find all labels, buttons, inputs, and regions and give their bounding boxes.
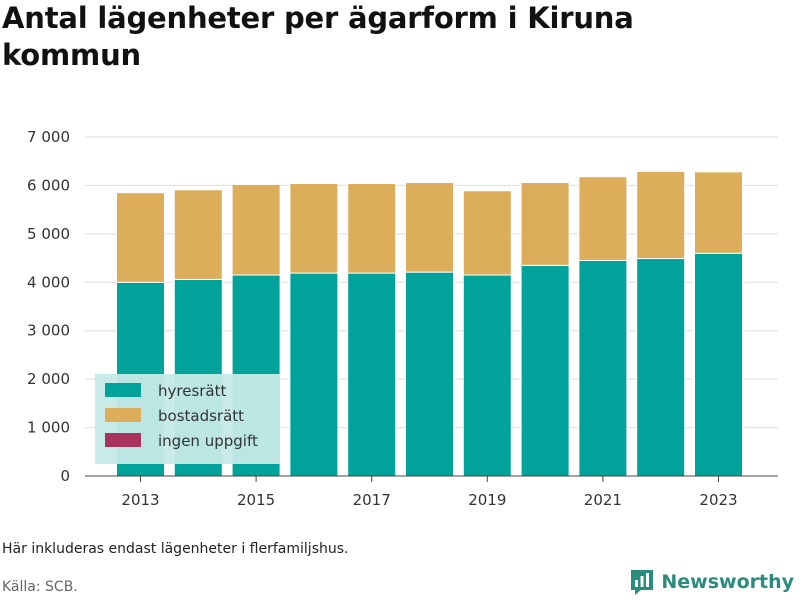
bar-hyresrätt-2017: [347, 272, 397, 477]
bar-bostadsrätt-2023: [694, 171, 743, 254]
legend-label: ingen uppgift: [158, 432, 258, 450]
source-text: Källa: SCB.: [2, 579, 78, 595]
x-tick-label: 2021: [584, 491, 622, 509]
legend-label: hyresrätt: [158, 382, 227, 400]
y-tick-label: 1 000: [27, 419, 70, 437]
bar-bostadsrätt-2015: [231, 183, 281, 276]
y-tick-label: 4 000: [27, 273, 70, 291]
bar-bostadsrätt-2021: [578, 176, 628, 261]
stacked-bar-chart: 0 1 000 2 000 3 000 4 000 5 000 6 000 7 000 201…: [27, 128, 778, 509]
brand-logo[interactable]: Newsworthy: [629, 568, 794, 596]
y-tick-label: 3 000: [27, 322, 70, 340]
x-tick-label: 2017: [353, 491, 391, 509]
legend-swatch-ingen-uppgift: [105, 433, 141, 447]
bar-hyresrätt-2016: [289, 272, 339, 477]
y-tick-label: 6 000: [27, 176, 70, 194]
bar-hyresrätt-2023: [694, 252, 743, 477]
bar-bostadsrätt-2014: [173, 189, 223, 280]
bar-hyresrätt-2022: [636, 258, 686, 477]
bar-bostadsrätt-2016: [289, 182, 339, 274]
legend-label: bostadsrätt: [158, 407, 244, 425]
x-axis-ticks: 2013 2015 2017 2019 2021 2023: [121, 476, 738, 509]
legend-swatch-bostadsrätt: [105, 408, 141, 422]
bar-hyresrätt-2020: [520, 264, 570, 477]
bar-hyresrätt-2018: [405, 271, 454, 477]
bar-hyresrätt-2019: [462, 274, 512, 477]
bar-bostadsrätt-2013: [116, 192, 165, 283]
chart-title: Antal lägenheter per ägarform i Kiruna k…: [2, 1, 634, 72]
bar-hyresrätt-2021: [578, 259, 628, 477]
bar-bostadsrätt-2020: [520, 182, 570, 266]
x-tick-label: 2015: [237, 491, 275, 509]
brand-name: Newsworthy: [661, 571, 794, 593]
y-tick-label: 2 000: [27, 370, 70, 388]
y-axis-ticks: 0 1 000 2 000 3 000 4 000 5 000 6 000 7 000: [27, 128, 70, 485]
legend: hyresrätt bostadsrätt ingen uppgift: [95, 374, 280, 464]
x-tick-label: 2013: [121, 491, 159, 509]
x-tick-label: 2019: [468, 491, 506, 509]
bar-bostadsrätt-2022: [636, 170, 686, 260]
bar-bostadsrätt-2019: [462, 190, 512, 276]
newsworthy-logo-icon: [631, 570, 654, 595]
y-tick-label: 5 000: [27, 225, 70, 243]
x-tick-label: 2023: [699, 491, 737, 509]
bar-bostadsrätt-2018: [405, 182, 454, 273]
chart-note: Här inkluderas endast lägenheter i flerf…: [2, 541, 349, 557]
legend-swatch-hyresrätt: [105, 383, 141, 397]
y-tick-label: 7 000: [27, 128, 70, 146]
y-tick-label: 0: [60, 467, 70, 485]
bar-bostadsrätt-2017: [347, 182, 397, 274]
